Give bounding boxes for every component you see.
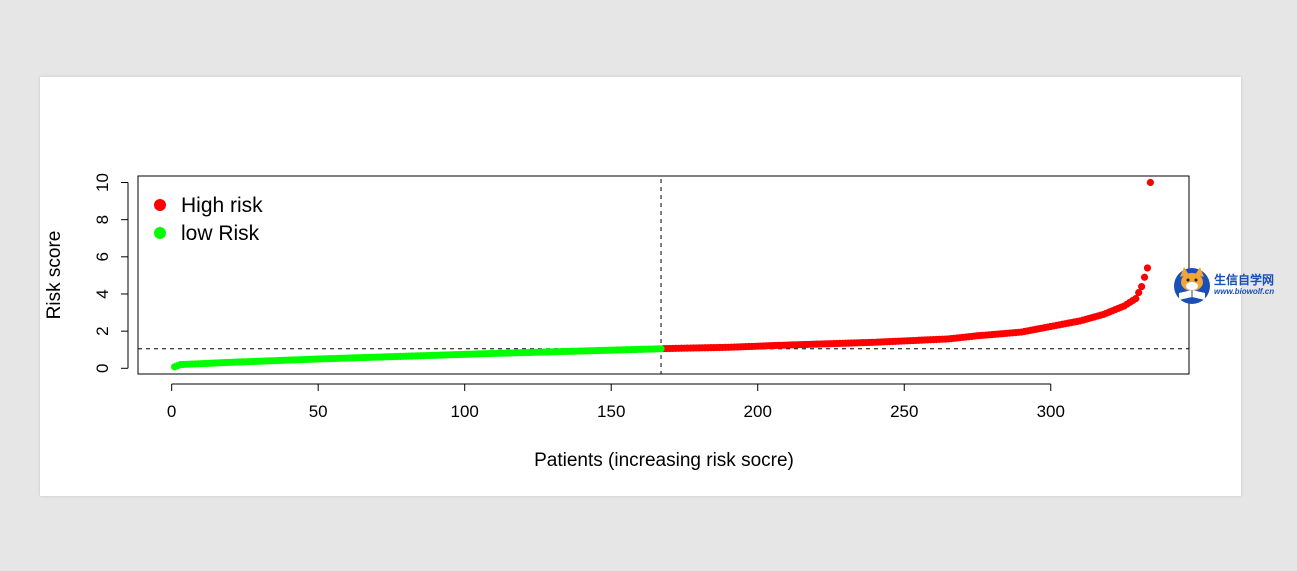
x-tick-label: 200 — [744, 402, 772, 421]
high-risk-point — [1146, 178, 1154, 187]
y-tick-label: 0 — [93, 364, 112, 373]
y-axis-label: Risk score — [44, 231, 65, 320]
high-risk-point — [1135, 288, 1143, 297]
x-tick-label: 0 — [167, 402, 176, 421]
x-axis-label: Patients (increasing risk socre) — [534, 450, 794, 471]
y-tick-label: 4 — [93, 289, 112, 298]
high-risk-point — [1132, 295, 1140, 303]
x-tick-label: 150 — [597, 402, 625, 421]
plot-area: 0 2 4 6 8 10 0 50 100 150 200 250 300 Patients (incre… — [40, 77, 1241, 496]
high-risk-point — [1143, 264, 1152, 272]
watermark-title: 生信自学网 — [1214, 273, 1275, 287]
y-tick-label: 8 — [93, 215, 112, 224]
legend-label: low Risk — [181, 222, 260, 245]
watermark: 生信自学网 www.biowolf.cn — [1172, 265, 1274, 305]
x-tick-label: 250 — [890, 402, 918, 421]
x-tick-label: 50 — [309, 402, 328, 421]
legend-marker — [154, 199, 166, 211]
y-tick-label: 2 — [93, 326, 112, 335]
high-risk-point — [1138, 282, 1146, 291]
legend-marker — [154, 227, 166, 239]
x-tick-label: 300 — [1037, 402, 1065, 421]
low-risk-point — [657, 345, 665, 353]
high-risk-point — [1140, 273, 1149, 281]
legend-label: High risk — [181, 194, 263, 217]
plot-frame — [137, 175, 1190, 375]
watermark-url: www.biowolf.cn — [1214, 287, 1275, 296]
y-tick-label: 10 — [93, 173, 112, 192]
x-tick-label: 100 — [451, 402, 479, 421]
y-tick-label: 6 — [93, 252, 112, 261]
fox-logo-icon — [1174, 267, 1210, 304]
